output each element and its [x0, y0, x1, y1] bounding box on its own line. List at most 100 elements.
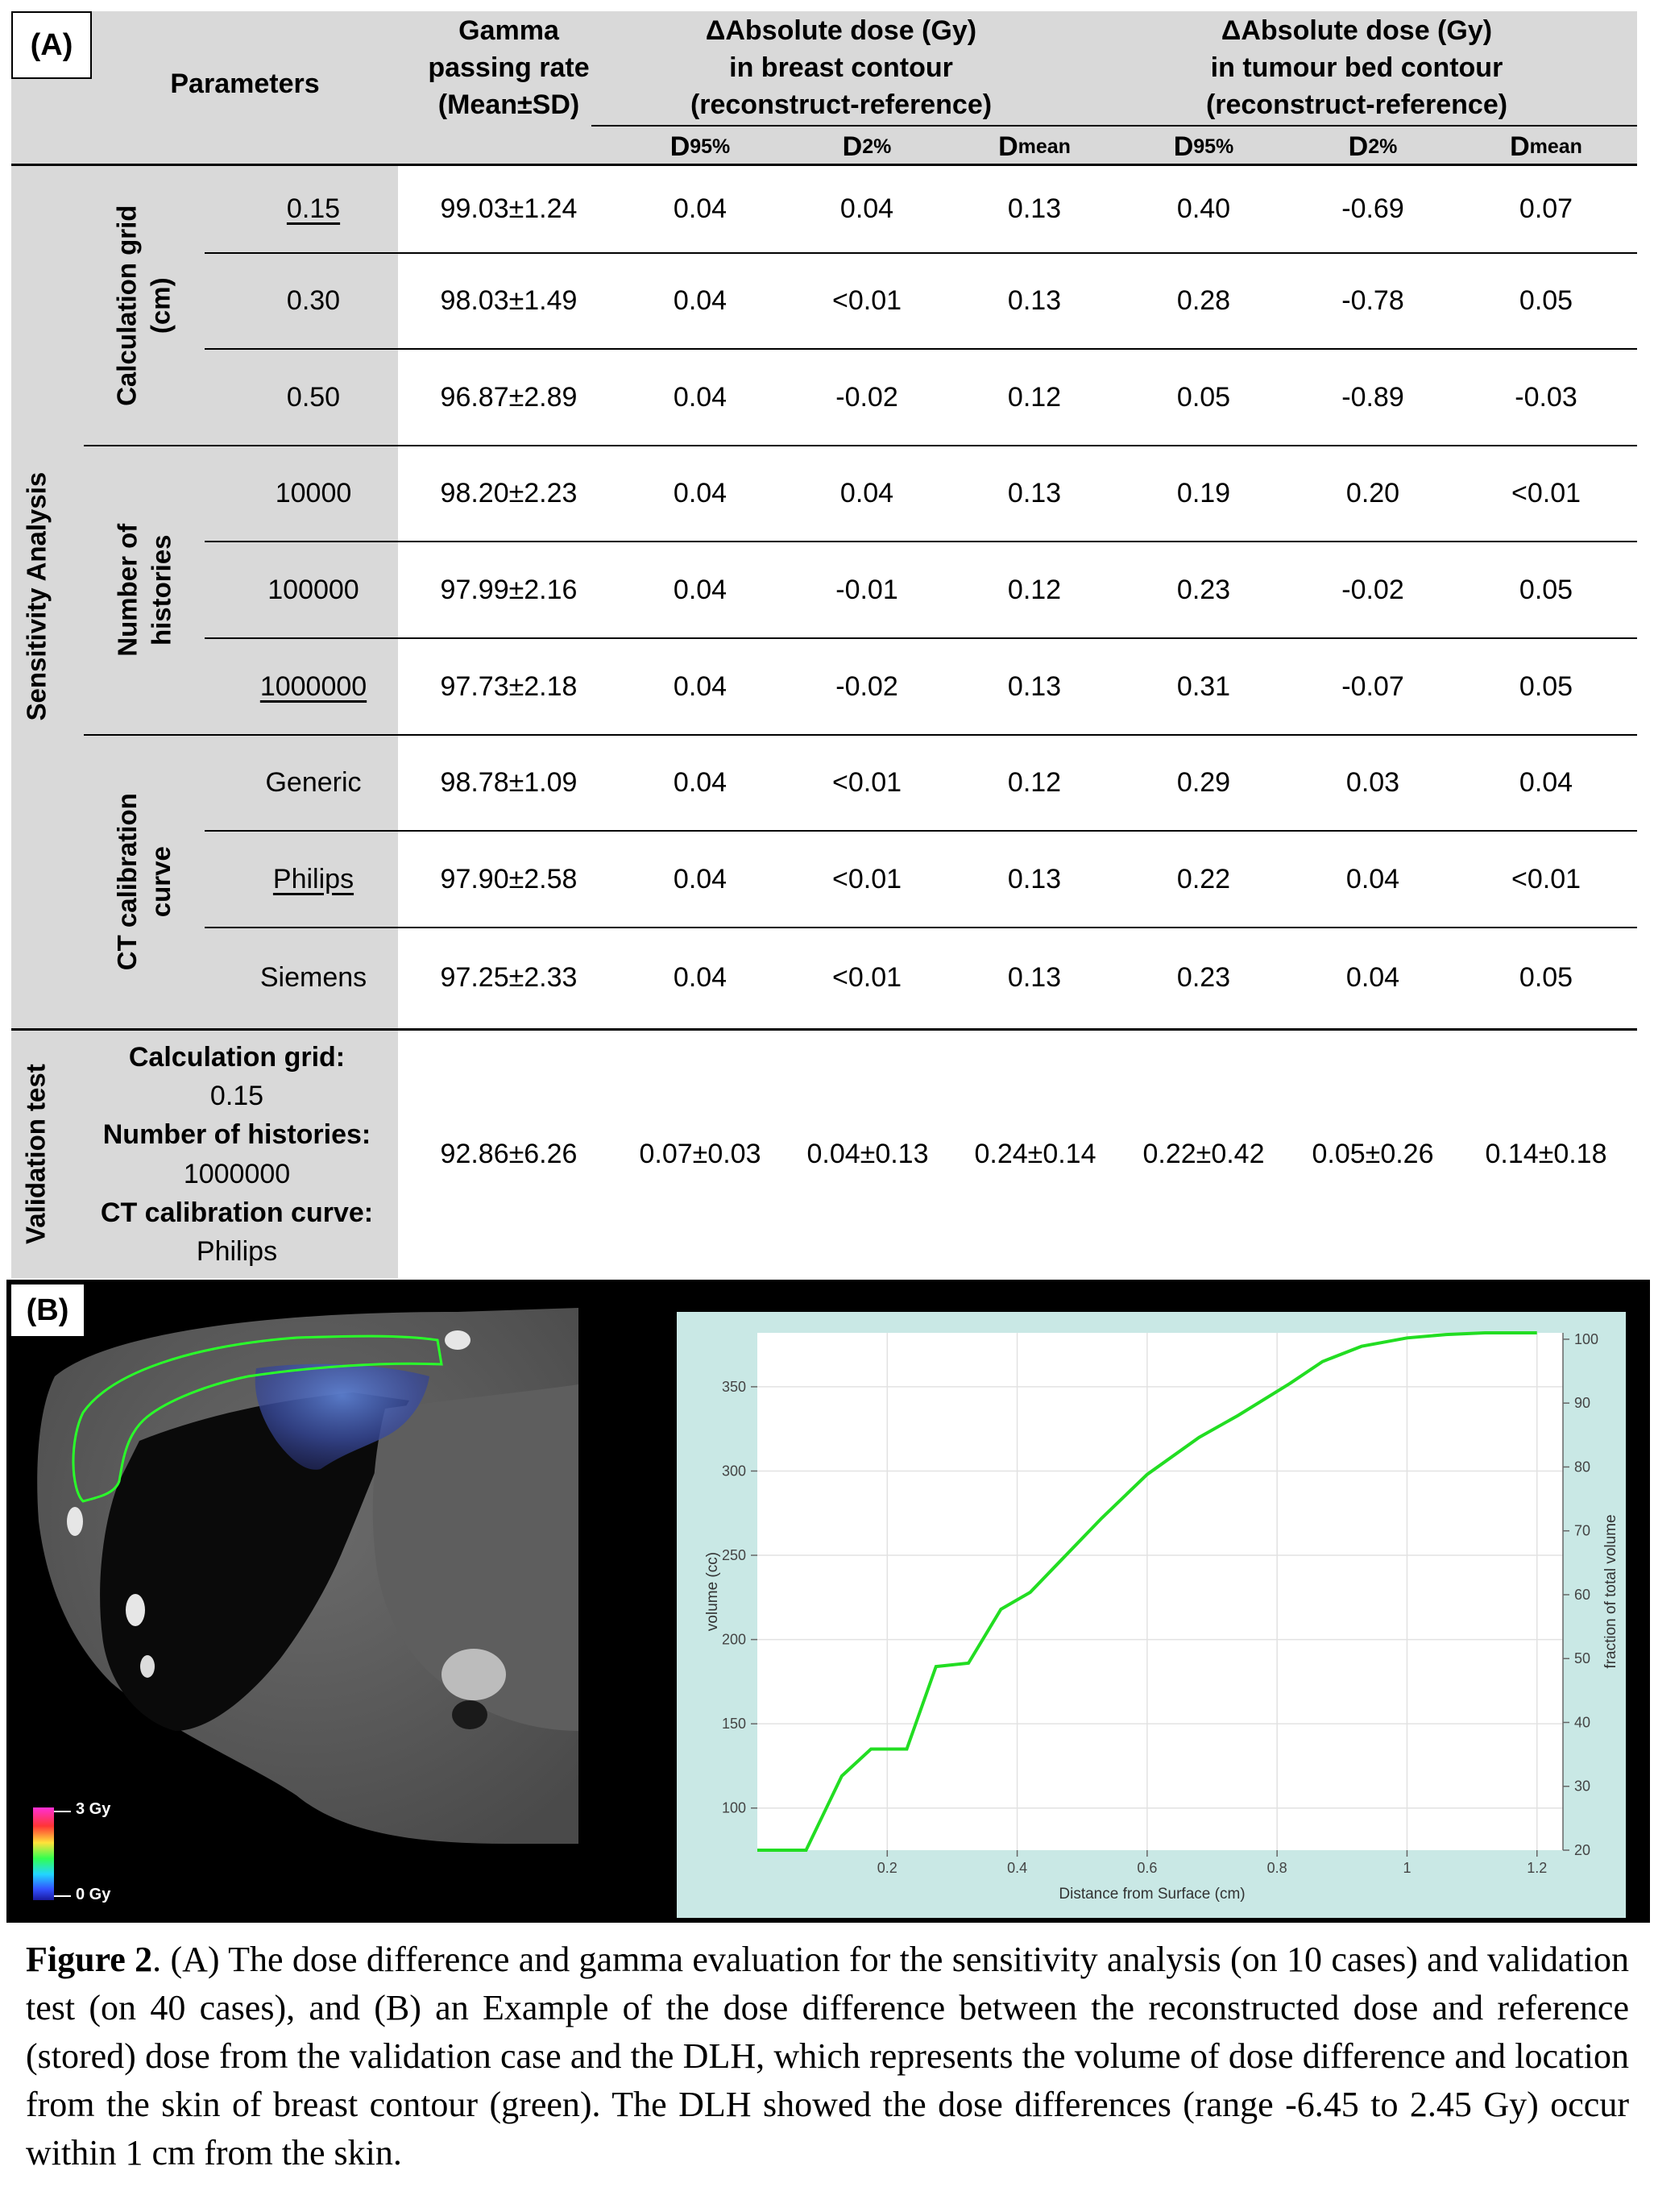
value-cell: 0.13 [1007, 670, 1062, 702]
value-cell: 0.13 [1007, 478, 1062, 509]
value-cell: 0.05 [1519, 285, 1573, 317]
value-cell: -0.89 [1341, 381, 1404, 413]
y2-axis-title: fraction of total volume [1602, 1514, 1619, 1668]
x-tick-label: 0.2 [877, 1860, 897, 1876]
gamma-cell: 99.03±1.24 [440, 193, 578, 224]
section-label-validation: Validation test [20, 1064, 51, 1245]
gamma-cell: 97.99±2.16 [440, 574, 578, 605]
row-rule [205, 541, 1637, 542]
value-cell: -0.78 [1341, 285, 1404, 317]
tumour-group-line1: ΔAbsolute dose (Gy) [1221, 15, 1493, 46]
value-cell: 0.31 [1176, 670, 1231, 702]
validation-gamma: 92.86±6.26 [440, 1139, 578, 1170]
value-cell: <0.01 [831, 767, 902, 799]
validation-value: 0.14±0.18 [1485, 1139, 1607, 1170]
x-tick-label: 1.2 [1527, 1860, 1547, 1876]
value-cell: 0.04 [839, 193, 894, 224]
x-tick-label: 0.8 [1267, 1860, 1287, 1876]
value-cell: 0.28 [1176, 285, 1231, 317]
value-cell: -0.02 [835, 670, 898, 702]
group-rule [84, 734, 1637, 736]
x-tick-label: 0.6 [1137, 1860, 1157, 1876]
y2-tick-label: 40 [1574, 1714, 1590, 1730]
ct-slice [33, 1308, 579, 1900]
results-table: (A) Parameters Gamma passing rate (Mean±… [11, 11, 1637, 1278]
param-cell: 1000000 [259, 670, 367, 702]
validation-value: 0.24±0.14 [974, 1139, 1096, 1170]
breast-group-line3: (reconstruct-reference) [690, 89, 993, 121]
header-tumour-group: ΔAbsolute dose (Gy) in tumour bed contou… [1103, 11, 1610, 124]
ct-spinal-canal [452, 1700, 487, 1729]
dlh-chart: 100 150 200 250 300 350 20 30 40 50 60 70 80 90 100 0… [704, 1331, 1619, 1903]
value-cell: 0.04 [839, 478, 894, 509]
value-cell: 0.12 [1007, 767, 1062, 799]
param-cell: 0.30 [286, 285, 341, 317]
figure-caption: Figure 2. (A) The dose difference and ga… [26, 1936, 1629, 2177]
value-cell: 0.04 [673, 193, 728, 224]
validation-ct-value: Philips [196, 1236, 278, 1268]
ct-vertebra [441, 1649, 506, 1700]
subheader-tumour-d95: D 95% [1173, 131, 1234, 162]
param-cell: Generic [265, 767, 362, 799]
value-cell: 0.05 [1519, 670, 1573, 702]
y2-tick-label: 50 [1574, 1650, 1590, 1666]
row-rule [205, 252, 1637, 254]
value-cell: -0.02 [1341, 574, 1404, 605]
value-cell: -0.01 [835, 574, 898, 605]
ct-rib [126, 1594, 145, 1626]
x-tick-label: 1 [1403, 1860, 1411, 1876]
value-cell: 0.29 [1176, 767, 1231, 799]
subheader-breast-d95: D 95% [669, 131, 731, 162]
dlh-chart-panel: 100 150 200 250 300 350 20 30 40 50 60 70 80 90 100 0… [677, 1312, 1626, 1918]
validation-calc-grid-label: Calculation grid: [128, 1041, 346, 1073]
ct-mediastinum [372, 1384, 578, 1731]
row-rule [205, 927, 1637, 928]
value-cell: 0.04 [673, 962, 728, 994]
value-cell: -0.07 [1341, 670, 1404, 702]
value-cell: <0.01 [831, 863, 902, 894]
group-header-rule [591, 125, 1637, 127]
y-tick-layer: 100 150 200 250 300 350 [722, 1379, 757, 1816]
y2-tick-layer: 20 30 40 50 60 70 80 90 100 [1563, 1331, 1598, 1858]
ct-lung [100, 1392, 409, 1731]
value-cell: 0.05 [1176, 381, 1231, 413]
y-axis-title: volume (cc) [704, 1552, 721, 1631]
x-axis-title: Distance from Surface (cm) [1059, 1886, 1245, 1903]
y2-tick-label: 90 [1574, 1395, 1590, 1411]
gamma-cell: 97.25±2.33 [440, 962, 578, 994]
value-cell: 0.19 [1176, 478, 1231, 509]
panel-b: (B) [6, 1280, 1650, 1923]
validation-histories-value: 1000000 [183, 1158, 291, 1189]
param-cell: 0.50 [286, 381, 341, 413]
value-cell: 0.04 [1345, 863, 1400, 894]
y2-tick-label: 30 [1574, 1778, 1590, 1795]
validation-top-rule [11, 1028, 1637, 1031]
value-cell: 0.04 [673, 381, 728, 413]
param-cell: Philips [272, 863, 354, 894]
row-rule [205, 830, 1637, 832]
x-tick-label: 0.4 [1007, 1860, 1027, 1876]
breast-contour [72, 1334, 443, 1503]
group-rule [84, 445, 1637, 446]
value-cell: 0.07 [1519, 193, 1573, 224]
value-cell: 0.12 [1007, 381, 1062, 413]
table-header-band [11, 11, 1637, 164]
value-cell: 0.04 [673, 863, 728, 894]
gamma-cell: 98.03±1.49 [440, 285, 578, 317]
y2-tick-label: 70 [1574, 1523, 1590, 1539]
value-cell: -0.02 [835, 381, 898, 413]
header-bottom-rule [11, 164, 1637, 166]
row-rule [205, 637, 1637, 639]
gamma-cell: 98.20±2.23 [440, 478, 578, 509]
value-cell: 0.20 [1345, 478, 1400, 509]
ct-dose-image: 3 Gy 0 Gy [6, 1280, 579, 1923]
validation-histories-label: Number of histories: [102, 1119, 371, 1151]
gamma-cell: 96.87±2.89 [440, 381, 578, 413]
ct-rib [67, 1507, 83, 1536]
header-parameters: Parameters [170, 68, 320, 99]
y2-tick-label: 20 [1574, 1842, 1590, 1858]
subheader-breast-d2: D 2% [842, 131, 892, 162]
x-tick-layer: 0.2 0.4 0.6 0.8 1 1.2 [877, 1850, 1547, 1876]
